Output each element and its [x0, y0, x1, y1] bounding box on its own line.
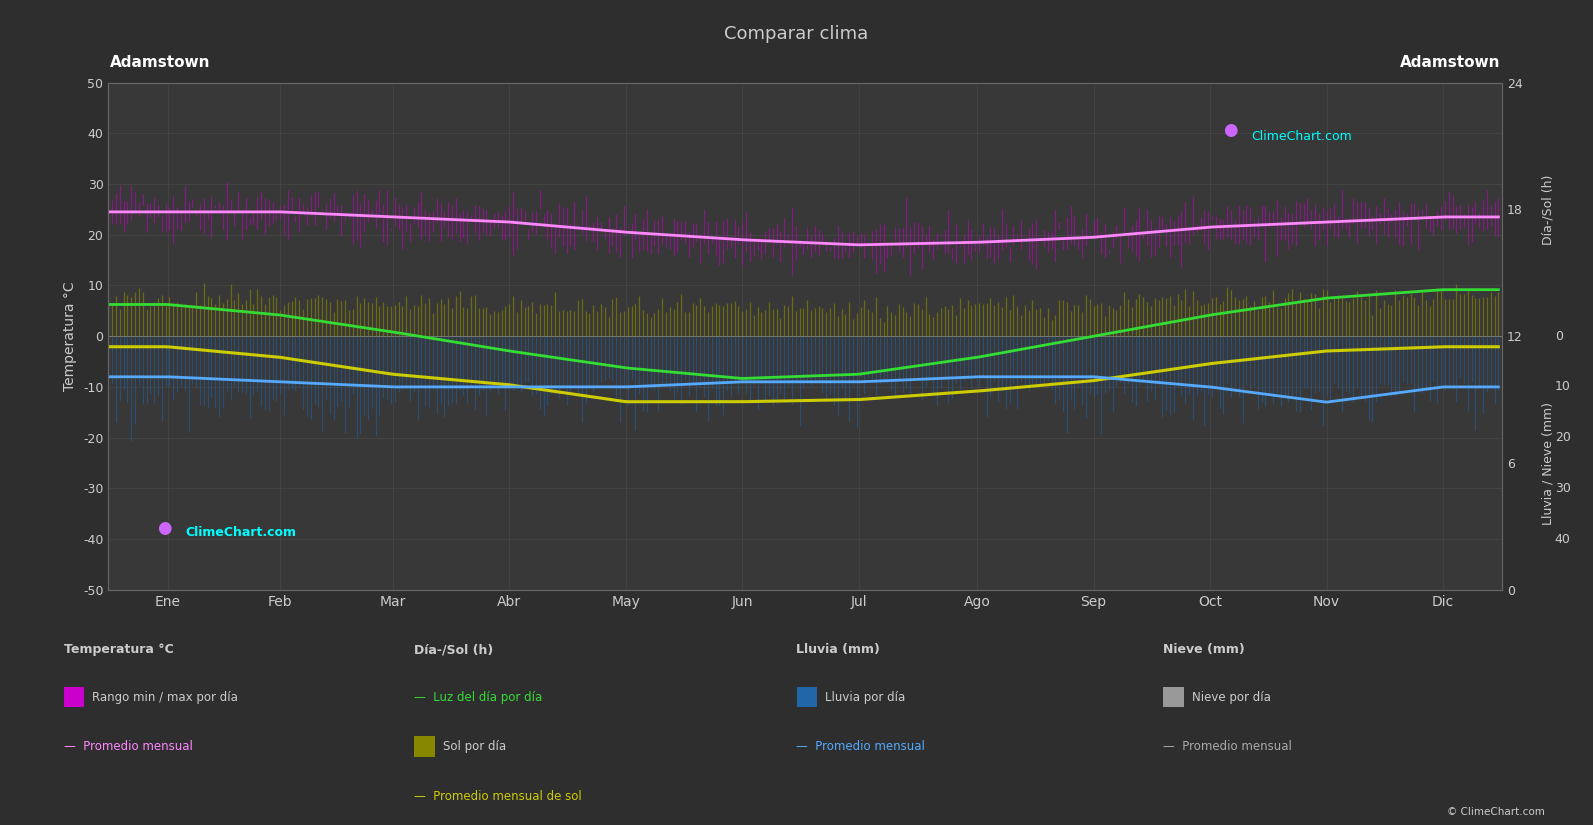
Text: —  Luz del día por día: — Luz del día por día: [414, 691, 543, 704]
Text: Comparar clima: Comparar clima: [725, 25, 868, 43]
Text: 10: 10: [1555, 380, 1571, 394]
Text: ClimeChart.com: ClimeChart.com: [185, 526, 296, 540]
Y-axis label: Temperatura °C: Temperatura °C: [64, 281, 78, 391]
Text: ●: ●: [1223, 121, 1238, 139]
Text: 20: 20: [1555, 431, 1571, 444]
Text: —  Promedio mensual: — Promedio mensual: [1163, 740, 1292, 753]
Text: Nieve por día: Nieve por día: [1192, 691, 1271, 704]
Text: 30: 30: [1555, 482, 1571, 495]
Text: 0: 0: [1555, 330, 1563, 342]
Text: Rango min / max por día: Rango min / max por día: [92, 691, 239, 704]
Text: © ClimeChart.com: © ClimeChart.com: [1448, 807, 1545, 817]
Text: Adamstown: Adamstown: [110, 54, 210, 70]
Text: Lluvia / Nieve (mm): Lluvia / Nieve (mm): [1542, 402, 1555, 525]
Text: Lluvia (mm): Lluvia (mm): [796, 644, 881, 657]
Text: Lluvia por día: Lluvia por día: [825, 691, 905, 704]
Text: ClimeChart.com: ClimeChart.com: [1252, 130, 1352, 144]
Text: ●: ●: [158, 519, 172, 536]
Text: 40: 40: [1555, 533, 1571, 545]
Text: Adamstown: Adamstown: [1400, 54, 1501, 70]
Text: —  Promedio mensual: — Promedio mensual: [796, 740, 926, 753]
Text: Nieve (mm): Nieve (mm): [1163, 644, 1244, 657]
Text: —  Promedio mensual de sol: — Promedio mensual de sol: [414, 790, 581, 803]
Text: Día-/Sol (h): Día-/Sol (h): [414, 644, 494, 657]
Text: —  Promedio mensual: — Promedio mensual: [64, 740, 193, 753]
Text: Sol por día: Sol por día: [443, 740, 507, 753]
Text: Temperatura °C: Temperatura °C: [64, 644, 174, 657]
Text: Día-/Sol (h): Día-/Sol (h): [1542, 174, 1555, 244]
